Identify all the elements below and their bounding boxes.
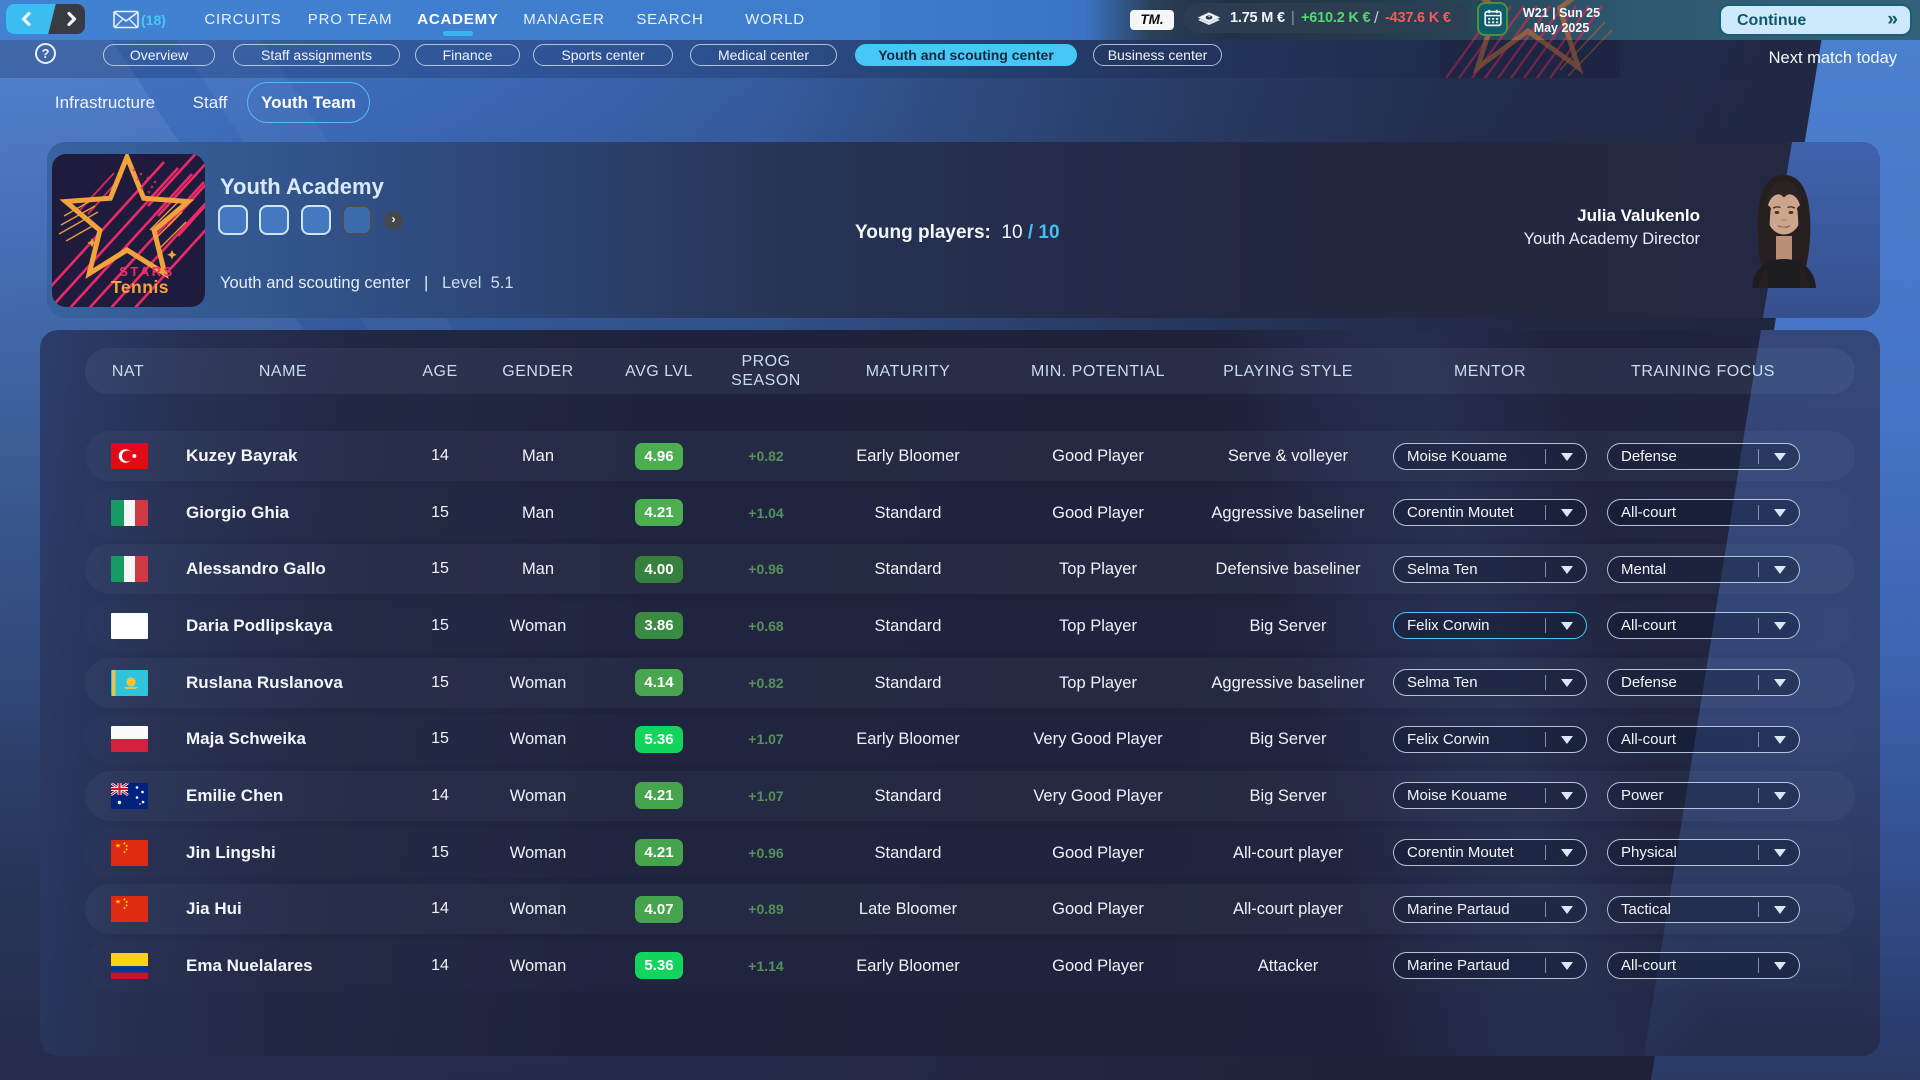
svg-text:STARS: STARS: [119, 264, 175, 279]
svg-text:Tennis: Tennis: [111, 277, 169, 297]
